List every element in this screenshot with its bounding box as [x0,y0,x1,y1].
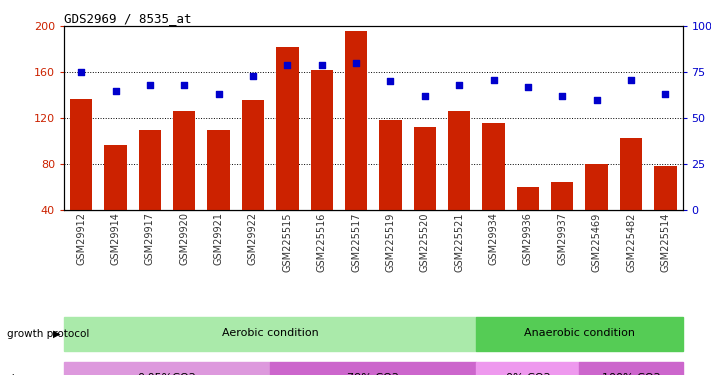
Point [316,62,327,68]
Point [660,91,671,97]
Text: 0% CO2: 0% CO2 [506,373,550,375]
Bar [379,120,402,256]
Text: GSM29912: GSM29912 [76,212,86,265]
Text: GSM225469: GSM225469 [592,212,602,272]
Text: 79% CO2: 79% CO2 [347,373,400,375]
Bar [276,47,299,256]
Text: 100% CO2: 100% CO2 [602,373,661,375]
Text: GSM29914: GSM29914 [110,212,121,265]
Point [488,76,499,82]
Point [591,97,602,103]
Text: Anaerobic condition: Anaerobic condition [524,328,635,338]
Text: ▶: ▶ [53,329,61,339]
Bar [448,111,471,256]
Text: GDS2969 / 8535_at: GDS2969 / 8535_at [64,12,191,25]
Text: GSM225519: GSM225519 [385,212,395,272]
Bar [105,144,127,256]
Text: GSM225517: GSM225517 [351,212,361,272]
Text: GSM29921: GSM29921 [213,212,224,265]
Bar [208,130,230,256]
Text: GSM29937: GSM29937 [557,212,567,265]
Text: Aerobic condition: Aerobic condition [222,328,319,338]
Text: ▶: ▶ [53,374,61,375]
Text: GSM225516: GSM225516 [316,212,327,272]
Bar [579,362,683,375]
Bar [70,99,92,256]
Bar [64,317,476,351]
Bar [64,362,270,375]
Bar [270,362,476,375]
Text: growth protocol: growth protocol [7,329,90,339]
Text: GSM29934: GSM29934 [488,212,498,265]
Bar [476,317,683,351]
Bar [585,164,608,256]
Text: dose: dose [7,374,32,375]
Point [144,82,156,88]
Text: GSM29920: GSM29920 [179,212,189,265]
Text: GSM225515: GSM225515 [282,212,292,272]
Point [178,82,190,88]
Text: GSM29922: GSM29922 [248,212,258,266]
Bar [139,130,161,256]
Bar [173,111,196,256]
Bar [654,166,677,256]
Point [385,78,396,84]
Point [454,82,465,88]
Point [247,73,259,79]
Point [626,76,637,82]
Point [75,69,87,75]
Text: GSM29917: GSM29917 [145,212,155,265]
Text: 0.05%CO2: 0.05%CO2 [138,373,196,375]
Text: GSM225482: GSM225482 [626,212,636,272]
Bar [242,100,264,256]
Point [557,93,568,99]
Point [351,60,362,66]
Point [522,84,533,90]
Point [109,88,121,94]
Bar [482,123,505,256]
Bar [414,128,436,256]
Text: GSM225514: GSM225514 [661,212,670,272]
Bar [517,187,539,256]
Bar [551,183,574,256]
Point [282,62,293,68]
Text: GSM29936: GSM29936 [523,212,533,265]
Text: GSM225521: GSM225521 [454,212,464,272]
Bar [620,138,642,256]
Bar [476,362,579,375]
Bar [311,70,333,256]
Point [419,93,431,99]
Bar [345,31,368,256]
Point [213,91,224,97]
Text: GSM225520: GSM225520 [419,212,430,272]
